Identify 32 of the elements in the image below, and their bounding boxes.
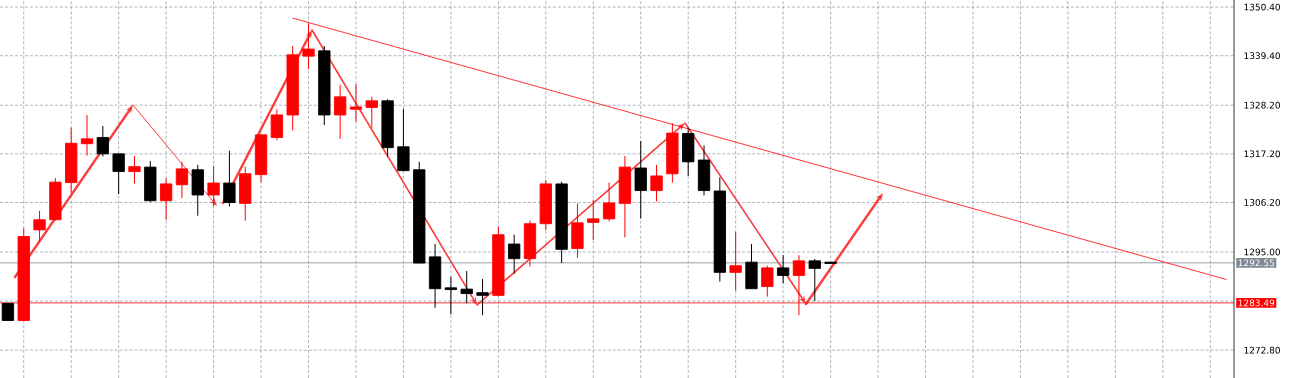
candlestick (33, 210, 46, 242)
candlestick (729, 231, 742, 291)
y-tick-label: 1317.20 (1244, 150, 1281, 158)
candlestick (365, 96, 378, 129)
candlestick (223, 150, 236, 207)
ref-line-label: 1292.55 (1238, 259, 1274, 267)
candlestick (175, 161, 189, 199)
candlestick (96, 125, 109, 158)
y-tick-label: 1306.20 (1244, 199, 1281, 206)
y-tick-label: 1272.80 (1244, 346, 1281, 354)
candlestick (349, 83, 363, 123)
candlestick (508, 234, 521, 275)
candlestick (112, 153, 125, 195)
candlestick (159, 177, 173, 221)
candlestick (650, 164, 663, 203)
candlestick (270, 108, 284, 141)
candlestick (602, 182, 616, 222)
candlestick (634, 140, 647, 219)
y-tick-label: 1295.00 (1244, 248, 1281, 256)
y-tick-label: 1339.40 (1244, 52, 1281, 60)
candlestick (80, 114, 94, 157)
candlestick (397, 108, 410, 172)
candlestick (776, 254, 790, 284)
candlestick (808, 258, 821, 302)
candlestick (444, 276, 458, 315)
candlestick (761, 265, 774, 298)
candlestick (587, 199, 600, 241)
y-tick-label: 1350.40 (1244, 3, 1281, 11)
ref-line-label: 1283.49 (1238, 299, 1275, 307)
candlestick (334, 84, 347, 140)
candlestick (128, 155, 141, 184)
y-tick-label: 1328.20 (1244, 101, 1281, 109)
